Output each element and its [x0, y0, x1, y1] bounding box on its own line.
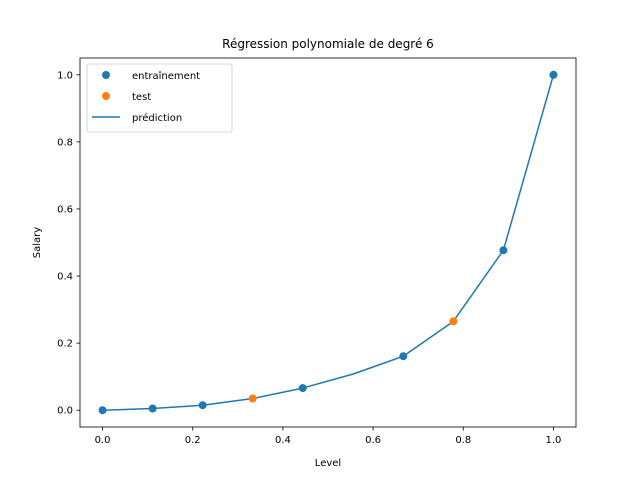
training-point — [98, 406, 107, 415]
test-point — [449, 317, 458, 326]
x-tick-label: 0.2 — [185, 435, 201, 446]
y-tick-label: 1.0 — [57, 70, 73, 81]
legend-marker-test — [102, 92, 110, 100]
legend: entraînement test prédiction — [86, 63, 233, 133]
legend-label: test — [132, 92, 151, 103]
training-point — [399, 352, 408, 361]
legend-label: prédiction — [132, 112, 182, 124]
y-tick-label: 0.2 — [57, 339, 73, 350]
y-axis-label: Salary — [32, 227, 43, 258]
x-tick-label: 0.0 — [95, 435, 111, 446]
x-tick-label: 0.6 — [365, 435, 381, 446]
y-tick-label: 0.0 — [57, 406, 73, 417]
training-point — [549, 70, 558, 79]
x-axis-label: Level — [315, 458, 341, 469]
chart-title: Régression polynomiale de degré 6 — [222, 37, 434, 51]
training-point — [298, 384, 307, 393]
y-tick-label: 0.6 — [57, 204, 73, 215]
axes: 0.0 0.2 0.4 0.6 0.8 1.0 0.0 0.2 0.4 0.6 0.8 1.0 — [57, 57, 577, 446]
y-tick-label: 0.8 — [57, 137, 73, 148]
training-point — [499, 246, 508, 255]
training-point — [198, 401, 207, 410]
y-tick-label: 0.4 — [57, 272, 73, 283]
x-tick-label: 0.4 — [275, 435, 291, 446]
training-point — [148, 404, 157, 413]
plot-area — [98, 70, 558, 415]
legend-label: entraînement — [132, 70, 200, 82]
axes-frame — [79, 57, 577, 428]
prediction-line — [101, 73, 555, 412]
legend-marker-training — [102, 71, 110, 79]
test-point — [248, 394, 257, 403]
x-tick-label: 0.8 — [455, 435, 471, 446]
legend-box — [86, 63, 233, 133]
x-tick-label: 1.0 — [546, 435, 562, 446]
